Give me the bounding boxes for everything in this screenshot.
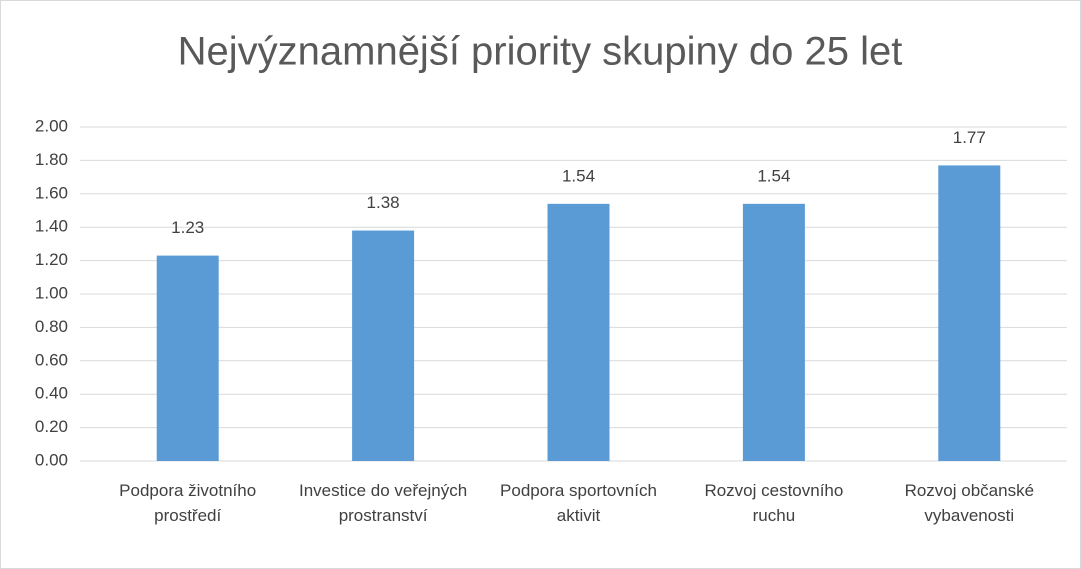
data-label: 1.23 [171,218,204,237]
y-tick-label: 2.00 [35,116,68,135]
data-label: 1.77 [953,128,986,147]
bar [938,165,1001,461]
x-tick-label: Rozvoj cestovního ruchu [704,481,844,525]
y-tick-label: 0.80 [35,317,68,336]
data-label: 1.54 [757,166,790,185]
data-label: 1.54 [562,166,595,185]
chart-title: Nejvýznamnější priority skupiny do 25 le… [178,30,903,74]
x-tick-label: Podpora životního prostředí [119,481,257,525]
y-tick-label: 1.40 [35,217,68,236]
y-tick-label: 1.20 [35,250,68,269]
data-label: 1.38 [367,193,400,212]
bar [156,255,219,461]
y-tick-label: 0.40 [35,384,68,403]
y-tick-label: 1.60 [35,183,68,202]
y-tick-label: 0.20 [35,417,68,436]
x-tick-label: Podpora sportovních aktivit [500,481,657,525]
y-tick-label: 1.00 [35,283,68,302]
bar [352,230,415,461]
x-tick-label: Rozvoj občanské vybavenosti [904,481,1035,525]
y-tick-label: 0.00 [35,450,68,469]
bar [742,203,805,461]
x-tick-label: Investice do veřejných prostranství [298,481,468,525]
y-tick-label: 0.60 [35,350,68,369]
y-tick-label: 1.80 [35,150,68,169]
bar [547,203,610,461]
